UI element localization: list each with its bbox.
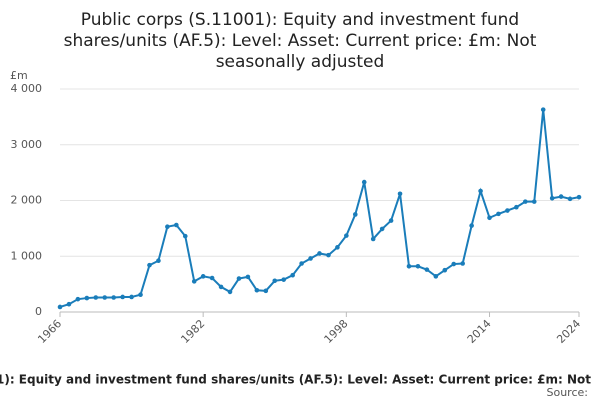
- point: [540, 107, 546, 112]
- point: [111, 295, 116, 300]
- point: [469, 223, 474, 228]
- point: [567, 196, 573, 202]
- x-tick-label: 1966: [35, 317, 64, 346]
- y-tick-label: 0: [35, 305, 42, 318]
- point: [236, 276, 242, 281]
- point: [254, 287, 260, 293]
- point: [75, 296, 81, 302]
- point: [165, 224, 170, 230]
- point: [397, 191, 403, 197]
- point: [496, 211, 501, 217]
- point: [442, 267, 448, 273]
- point: [451, 261, 457, 267]
- point: [344, 233, 349, 238]
- x-tick-label: 2024: [554, 317, 583, 346]
- point: [549, 195, 555, 201]
- line: [59, 109, 580, 308]
- y-tick-label: 2 000: [11, 194, 43, 207]
- point: [415, 263, 421, 269]
- x-tick-label: 1982: [178, 317, 207, 346]
- point: [505, 208, 510, 213]
- y-axis-label: £m: [10, 69, 28, 82]
- point: [281, 277, 287, 282]
- x-tick-label: 1998: [322, 317, 351, 346]
- y-tick-label: 4 000: [11, 82, 43, 95]
- point: [93, 295, 99, 300]
- point: [531, 199, 537, 204]
- point: [129, 294, 134, 300]
- chart-title: Public corps (S.11001): Equity and inves…: [81, 10, 519, 30]
- point: [317, 251, 322, 256]
- point: [424, 267, 430, 272]
- point: [290, 272, 295, 278]
- point: [299, 261, 304, 266]
- point: [460, 261, 465, 266]
- point: [66, 301, 72, 307]
- point: [478, 188, 483, 194]
- point: [514, 204, 519, 210]
- chart-title: seasonally adjusted: [216, 52, 385, 72]
- point: [218, 284, 224, 290]
- point: [576, 194, 582, 200]
- point: [272, 278, 278, 284]
- caption: 1): Equity and investment fund shares/un…: [0, 373, 591, 387]
- y-tick-label: 3 000: [11, 138, 43, 151]
- point: [191, 279, 197, 284]
- point: [138, 292, 143, 298]
- point: [200, 274, 206, 279]
- point: [245, 274, 251, 280]
- point: [361, 179, 367, 185]
- point: [352, 212, 358, 217]
- point: [209, 275, 215, 281]
- point: [487, 215, 492, 221]
- point: [84, 295, 90, 301]
- point: [335, 245, 340, 250]
- x-tick-label: 2014: [465, 317, 494, 346]
- point: [388, 218, 394, 223]
- chart-title: shares/units (AF.5): Level: Asset: Curre…: [64, 31, 537, 51]
- point: [558, 194, 564, 199]
- point: [57, 304, 63, 310]
- point: [370, 236, 376, 242]
- point: [308, 256, 313, 261]
- source: Source:: [547, 386, 589, 399]
- point: [433, 274, 439, 279]
- point: [379, 226, 385, 232]
- point: [263, 288, 269, 294]
- point: [147, 262, 152, 268]
- y-tick-label: 1 000: [11, 249, 43, 262]
- point: [523, 199, 528, 204]
- point: [120, 294, 125, 300]
- point: [102, 295, 108, 300]
- point: [227, 289, 233, 295]
- point: [182, 233, 188, 239]
- point: [326, 252, 331, 258]
- point: [406, 263, 412, 269]
- point: [174, 222, 179, 228]
- point: [156, 258, 161, 264]
